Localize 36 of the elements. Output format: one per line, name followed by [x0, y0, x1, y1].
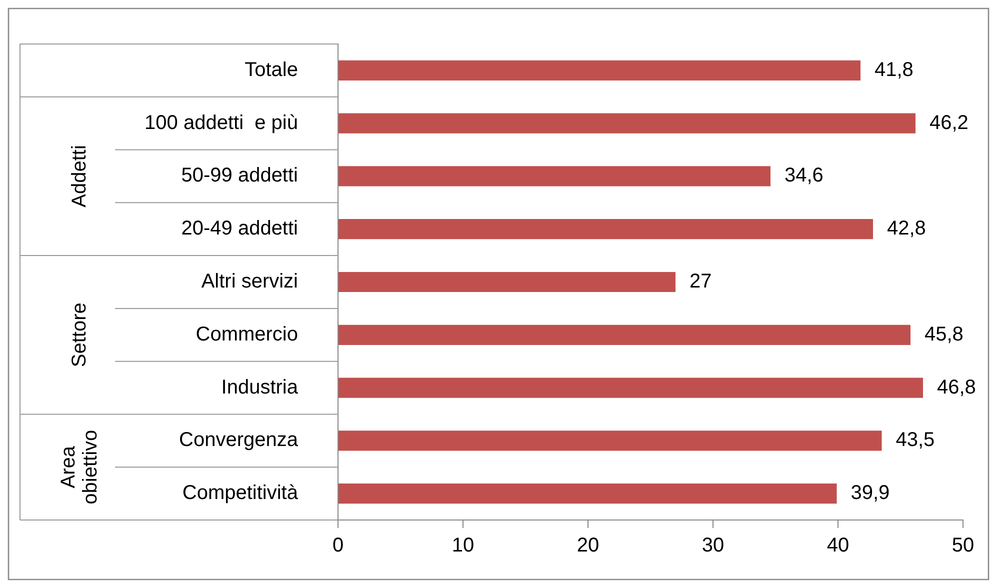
y-tick-label: Totale: [244, 58, 298, 81]
x-tick-label: 50: [952, 534, 974, 557]
x-tick-label: 0: [332, 534, 344, 557]
text: Addetti: [68, 145, 91, 208]
y-tick-label: 100 addetti e più: [144, 112, 298, 134]
bar: [338, 60, 860, 80]
text: Settore: [68, 302, 91, 368]
bar: [338, 430, 882, 451]
bar: [338, 324, 910, 345]
data-label: 42,8: [887, 218, 926, 240]
data-label: 34,6: [784, 164, 824, 187]
y-tick-label: 50-99 addetti: [181, 164, 298, 187]
y-tick-label: Altri servizi: [201, 270, 298, 293]
y-tick-label: 20-49 addetti: [181, 218, 298, 240]
y-tick-label: Industria: [221, 376, 299, 398]
x-tick-label: 40: [826, 534, 850, 557]
x-tick-label: 10: [452, 534, 474, 557]
data-label: 45,8: [924, 323, 964, 346]
data-label: 46,2: [930, 112, 968, 134]
bar: [338, 378, 923, 398]
bar: [338, 166, 770, 186]
y-tick-label: Commercio: [196, 323, 298, 346]
data-label: 43,5: [896, 429, 935, 452]
bar: [338, 272, 676, 292]
bar: [338, 113, 916, 134]
x-tick-label: 30: [702, 534, 724, 557]
data-label: 27: [690, 270, 712, 293]
x-tick-label: 20: [576, 534, 600, 557]
text: Area obiettivo: [58, 430, 102, 504]
data-label: 46,8: [937, 376, 976, 398]
y-tick-label: Convergenza: [179, 429, 299, 452]
bar: [338, 219, 873, 240]
data-label: 41,8: [874, 58, 914, 81]
bar: [338, 484, 837, 504]
y-tick-label: Competitività: [182, 482, 299, 504]
data-label: 39,9: [850, 482, 890, 504]
